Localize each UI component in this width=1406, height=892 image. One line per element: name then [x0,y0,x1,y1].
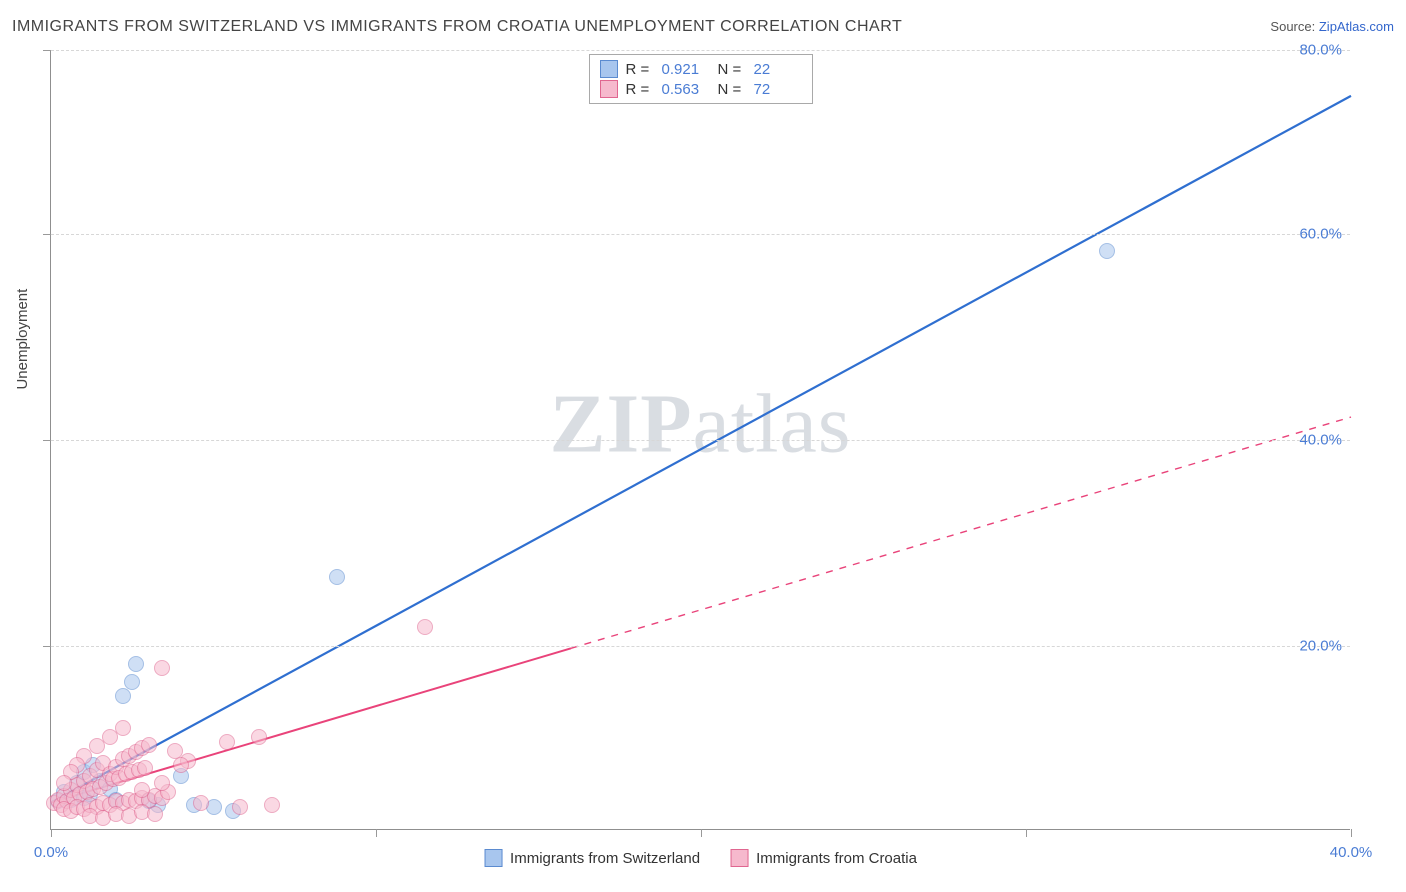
y-axis-tick-label: 80.0% [1299,42,1342,59]
trend-line-solid [51,96,1351,803]
y-axis-tick [43,646,51,647]
trend-line-dashed [571,417,1351,648]
y-axis-tick [43,50,51,51]
legend-n-label: N = [718,81,746,98]
stats-legend-row: R = 0.563 N = 72 [600,79,802,99]
scatter-point [147,806,163,822]
x-axis-tick [1026,829,1027,837]
source-attribution: Source: ZipAtlas.com [1270,19,1394,34]
stats-legend-row: R = 0.921 N = 22 [600,59,802,79]
legend-r-label: R = [626,61,654,78]
plot-area: ZIPatlas R =0.921N =22R =0.563N =72 Immi… [50,50,1350,830]
source-link[interactable]: ZipAtlas.com [1319,19,1394,34]
watermark: ZIPatlas [550,375,852,472]
stats-legend: R = 0.921 N = 22 R = 0.563 N = 72 [589,54,813,104]
y-axis-tick-label: 60.0% [1299,225,1342,242]
scatter-point [173,757,189,773]
series-legend-item: Immigrants from Switzerland [484,849,700,867]
gridline-h [51,234,1350,235]
gridline-h [51,440,1350,441]
watermark-zip: ZIP [550,377,693,470]
legend-r-value: 0.563 [662,81,710,98]
x-axis-tick [51,829,52,837]
x-axis-tick [701,829,702,837]
scatter-point [56,775,72,791]
x-axis-tick-label: 40.0% [1330,844,1373,861]
scatter-point [141,737,157,753]
gridline-h [51,50,1350,51]
legend-n-label: N = [718,61,746,78]
scatter-point [232,799,248,815]
legend-r-label: R = [626,81,654,98]
chart-title: IMMIGRANTS FROM SWITZERLAND VS IMMIGRANT… [12,18,902,36]
y-axis-tick [43,234,51,235]
series-legend-label: Immigrants from Croatia [756,850,917,867]
x-axis-tick-label: 0.0% [34,844,68,861]
scatter-point [115,688,131,704]
legend-r-value: 0.921 [662,61,710,78]
source-label: Source: [1270,19,1315,34]
legend-n-value: 22 [754,61,802,78]
legend-n-value: 72 [754,81,802,98]
x-axis-tick [1351,829,1352,837]
y-axis-tick [43,440,51,441]
scatter-point [193,795,209,811]
y-axis-tick-label: 20.0% [1299,638,1342,655]
scatter-point [134,782,150,798]
scatter-point [137,760,153,776]
watermark-atlas: atlas [693,377,852,470]
scatter-point [128,656,144,672]
scatter-point [251,729,267,745]
series-legend-item: Immigrants from Croatia [730,849,917,867]
legend-swatch [484,849,502,867]
scatter-point [219,734,235,750]
scatter-point [124,674,140,690]
legend-swatch [600,80,618,98]
scatter-point [264,797,280,813]
scatter-point [154,660,170,676]
y-axis-title: Unemployment [14,289,31,390]
scatter-point [115,720,131,736]
legend-swatch [730,849,748,867]
scatter-point [417,619,433,635]
scatter-point [154,775,170,791]
scatter-point [1099,243,1115,259]
legend-swatch [600,60,618,78]
series-legend-label: Immigrants from Switzerland [510,850,700,867]
series-legend: Immigrants from Switzerland Immigrants fr… [484,849,917,867]
y-axis-tick-label: 40.0% [1299,432,1342,449]
scatter-point [329,569,345,585]
x-axis-tick [376,829,377,837]
gridline-h [51,646,1350,647]
